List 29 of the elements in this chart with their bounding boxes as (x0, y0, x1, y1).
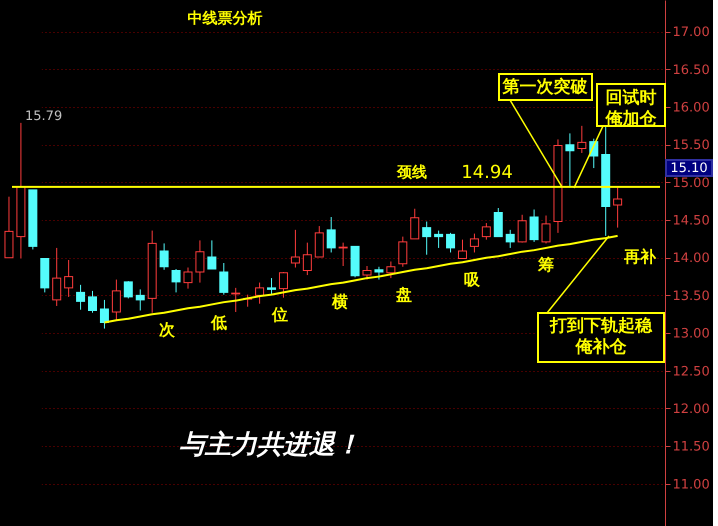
annotation: 吸 (464, 270, 481, 289)
text: 中线票分析 (188, 9, 262, 27)
text: 15.10 (670, 161, 708, 176)
y-tick-label: 15.50 (672, 138, 710, 154)
y-tick-label: 11.00 (672, 477, 710, 492)
y-tick-label: 16.50 (672, 62, 710, 78)
y-tick-label: 12.50 (672, 364, 710, 380)
y-tick-label: 14.50 (672, 214, 710, 229)
annotation: 与主力共进退！ (179, 430, 361, 460)
annotation: 第一次突破 (502, 77, 588, 97)
annotation: 次 (159, 320, 176, 339)
annotation: 14.94 (461, 162, 513, 183)
y-tick-label: 13.00 (672, 326, 710, 342)
annotation: 位 (271, 305, 288, 324)
annotation: 低 (210, 313, 227, 332)
y-tick-label: 15.00 (672, 176, 710, 191)
ref-line-label: 颈线 (396, 163, 427, 181)
text: 再补 (623, 247, 657, 266)
annotation: 筹 (537, 255, 554, 274)
y-tick-label: 13.50 (672, 288, 710, 304)
annotation: 15.79 (25, 109, 62, 124)
y-tick-label: 11.50 (672, 440, 710, 455)
y-tick-label: 14.00 (672, 251, 710, 266)
annotation: 盘 (395, 285, 412, 304)
annotation: 打到下轨起稳俺补仓 (549, 316, 653, 357)
y-tick-label: 17.00 (672, 25, 710, 40)
annotation: 横 (331, 292, 348, 311)
y-tick-label: 12.00 (672, 402, 710, 417)
y-tick-label: 16.00 (672, 100, 710, 116)
